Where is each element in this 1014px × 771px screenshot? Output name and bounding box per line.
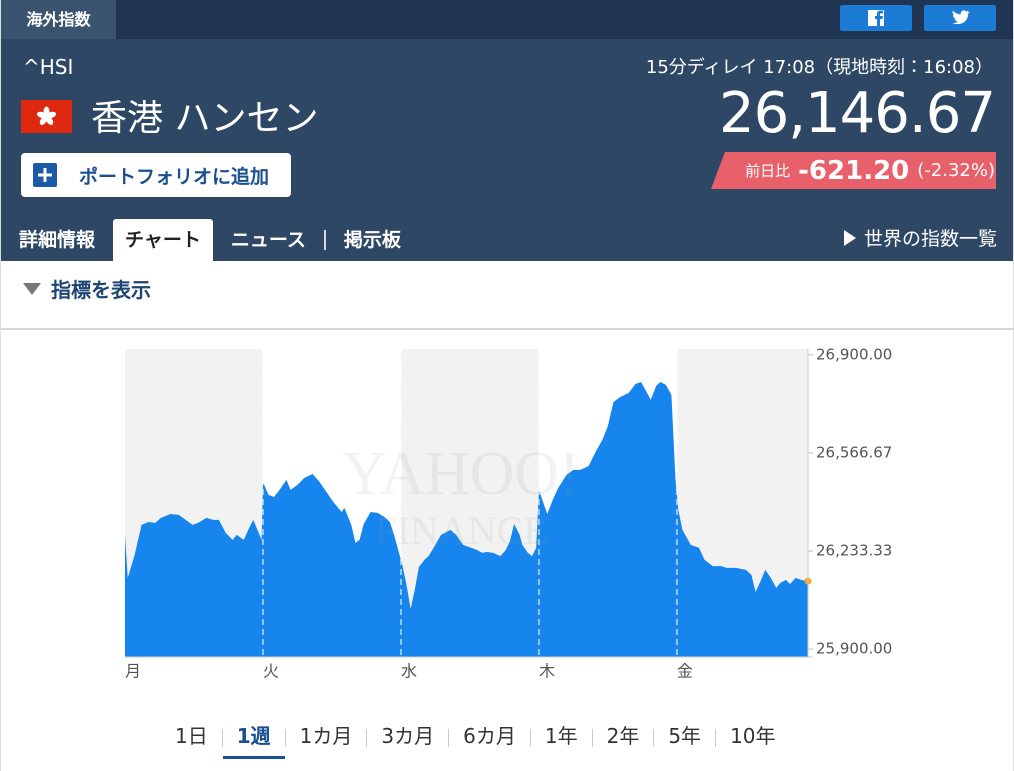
period-tab[interactable]: 2年 [606,724,640,748]
period-tab[interactable]: 10年 [730,724,776,748]
toggle-icon [23,282,41,295]
period-tab[interactable]: 3カ月 [381,724,435,748]
portfolio-label: ポートフォリオに追加 [79,165,270,188]
portfolio-button[interactable]: ポートフォリオに追加 [21,153,291,197]
nav-item[interactable]: 詳細情報 [19,229,96,251]
nav-separator [323,230,326,250]
x-tick-label: 月 [125,662,141,681]
watermark: YAHOO! [342,440,580,508]
x-tick-label: 火 [263,662,279,681]
period-tab[interactable]: 6カ月 [463,724,516,748]
x-tick-label: 水 [401,662,417,681]
x-tick-label: 木 [539,662,555,681]
delay-note: 15分ディレイ 17:08（現地時刻：16:08） [645,57,993,78]
chart: 月 火 水 木 金 YAHOO!FINANCE 25,900.00 26,233.33 26,5… [125,345,892,681]
indicator-label: 指標を表示 [51,278,151,302]
twitter-button[interactable] [924,5,996,31]
facebook-icon [868,10,884,26]
period-separator [591,728,593,747]
period-separator [284,728,286,747]
watermark: FINANCE [374,508,547,553]
section-tab[interactable]: 海外指数 [1,0,116,39]
plus-icon [33,163,57,187]
change-banner [711,152,996,189]
y-tick-label: 25,900.00 [816,640,892,658]
y-tick-label: 26,566.67 [816,443,892,461]
y-tick-label: 26,900.00 [816,345,892,363]
period-tab[interactable]: 1カ月 [299,724,353,748]
period-tab[interactable]: 1日 [175,724,208,748]
period-separator [715,728,717,747]
change-pct: (-2.32%) [917,160,995,181]
change: -621.20 [798,155,910,186]
divider [1,328,1013,330]
nav-item[interactable]: チャート [113,219,213,261]
period-separator [221,728,223,747]
price: 26,146.67 [718,81,996,146]
flag [21,100,72,133]
change-label: 前日比 [745,162,791,180]
period-tab[interactable]: 1週 [222,716,285,759]
nav: 詳細情報 チャート ニュース 掲示板 [1,219,419,261]
change-row: 前日比 -621.20 (-2.32%) [745,152,995,189]
arrow-icon [843,229,856,246]
nav-item[interactable]: ニュース [230,229,306,251]
period-tab[interactable]: 1年 [544,724,578,748]
x-tick-label: 金 [677,662,693,681]
period-tab[interactable]: 5年 [668,724,702,748]
y-tick-label: 26,233.33 [816,542,892,560]
twitter-icon [952,10,970,25]
index-name: 香港 ハンセン [91,98,319,139]
nav-item[interactable]: 掲示板 [343,229,401,251]
world-label: 世界の指数一覧 [863,228,997,250]
indicator-toggle[interactable]: 指標を表示 [23,274,151,303]
period-tabs: 1日 1週 1カ月 3カ月 6カ月 1年 2年 5年 10年 [161,716,790,759]
world-link[interactable]: 世界の指数一覧 [843,224,997,251]
period-separator [529,728,531,747]
facebook-button[interactable] [840,5,912,31]
area [125,381,808,657]
period-separator [448,728,450,747]
symbol: ^HSI [23,55,74,79]
quote-header: ^HSI 香港 ハンセン 15分ディレイ 17:08（現地時刻：16:08） 2… [1,39,1013,261]
period-separator [366,728,368,747]
period-separator [653,728,655,747]
